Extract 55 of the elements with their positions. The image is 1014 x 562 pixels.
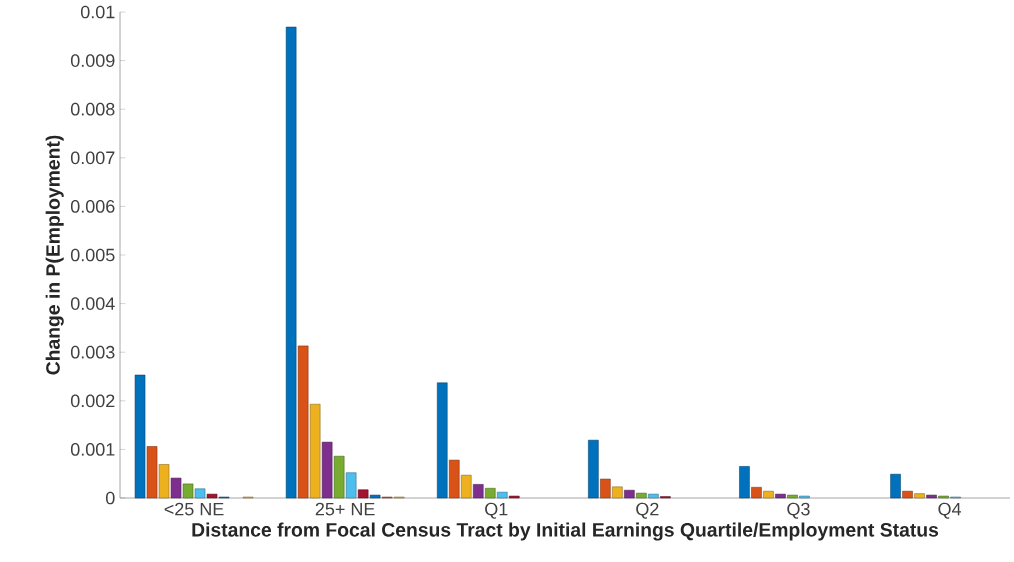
- x-tick-label: Q2: [636, 502, 659, 519]
- bar: [357, 489, 369, 499]
- bar: [194, 488, 206, 499]
- bar: [648, 493, 659, 499]
- bar: [309, 403, 321, 499]
- y-tick-label: 0.004: [70, 297, 115, 310]
- x-tick-label: Q4: [938, 502, 962, 519]
- bar: [890, 473, 901, 499]
- bar: [436, 382, 448, 499]
- bar: [333, 455, 345, 499]
- bar: [624, 489, 635, 499]
- bar: [636, 492, 647, 499]
- bar: [170, 477, 182, 499]
- bar: [134, 374, 146, 499]
- bar: [902, 490, 913, 499]
- bar: [775, 493, 786, 499]
- x-axis-title: Distance from Focal Census Tract by Initial Earnings Quartile/Employment Status: [192, 522, 939, 541]
- bar: [763, 490, 774, 499]
- bar: [612, 486, 623, 499]
- bar: [600, 478, 611, 499]
- bar: [146, 446, 158, 499]
- bar: [926, 494, 937, 499]
- bar: [588, 439, 599, 499]
- bar: [448, 459, 460, 499]
- bar: [285, 26, 297, 499]
- bar: [321, 441, 333, 499]
- bar: [182, 483, 194, 499]
- bar: [787, 494, 798, 499]
- bar: [297, 345, 309, 499]
- bar: [460, 474, 472, 499]
- bar: [369, 494, 381, 499]
- y-tick-label: 0.009: [70, 54, 115, 67]
- y-tick-label: 0.007: [70, 151, 115, 165]
- bar: [914, 493, 925, 499]
- bar: [496, 491, 508, 499]
- x-tick-label: 25+ NE: [315, 502, 375, 516]
- y-axis-title: Change in P(Employment): [45, 135, 64, 375]
- bar: [345, 472, 357, 499]
- x-tick-label: <25 NE: [164, 502, 224, 516]
- bar: [472, 484, 484, 499]
- x-tick-label: Q3: [787, 502, 810, 519]
- bar: [739, 466, 750, 499]
- y-tick-label: 0.005: [70, 248, 115, 262]
- x-tick-label: Q1: [485, 502, 508, 519]
- bar: [484, 488, 496, 499]
- y-tick-label: 0: [105, 491, 115, 505]
- y-tick-label: 0.01: [80, 5, 115, 19]
- bar: [206, 493, 218, 499]
- y-tick-label: 0.006: [70, 200, 115, 213]
- bar: [158, 464, 170, 499]
- bar: [751, 487, 762, 499]
- y-tick-label: 0.008: [70, 102, 115, 116]
- y-tick-label: 0.003: [70, 345, 115, 359]
- y-tick-label: 0.001: [70, 443, 115, 456]
- y-tick-label: 0.002: [70, 394, 115, 408]
